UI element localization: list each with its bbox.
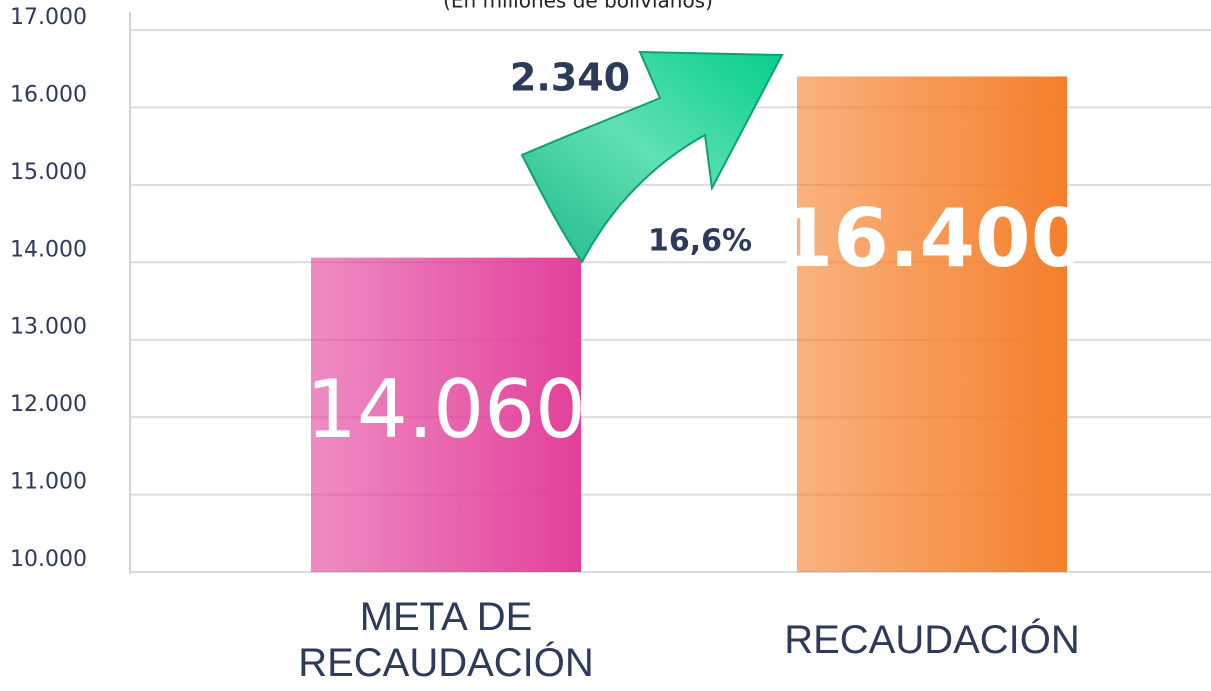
- x-tick-label: RECAUDACIÓN: [772, 590, 1092, 690]
- x-tick-label: META DE RECAUDACIÓN: [286, 590, 606, 690]
- y-tick-label: 11.000: [10, 470, 87, 495]
- y-tick-label: 12.000: [10, 392, 87, 417]
- chart: (En millones de bolivianos) 10.000 11.000…: [0, 0, 1211, 691]
- y-tick-label: 14.000: [10, 237, 87, 262]
- y-tick-label: 17.000: [10, 5, 87, 30]
- bar: [797, 76, 1067, 572]
- y-tick-label: 10.000: [10, 547, 87, 572]
- percent-label: 16,6%: [648, 224, 752, 259]
- y-tick-label: 16.000: [10, 82, 87, 107]
- chart-subtitle: (En millones de bolivianos): [443, 0, 713, 13]
- value-label: 14.060: [306, 363, 586, 456]
- page: (En millones de bolivianos) 10.000 11.000…: [0, 0, 1211, 691]
- difference-label: 2.340: [510, 56, 630, 100]
- y-tick-label: 13.000: [10, 315, 87, 340]
- value-label: 16.400: [778, 192, 1087, 285]
- y-tick-label: 15.000: [10, 160, 87, 185]
